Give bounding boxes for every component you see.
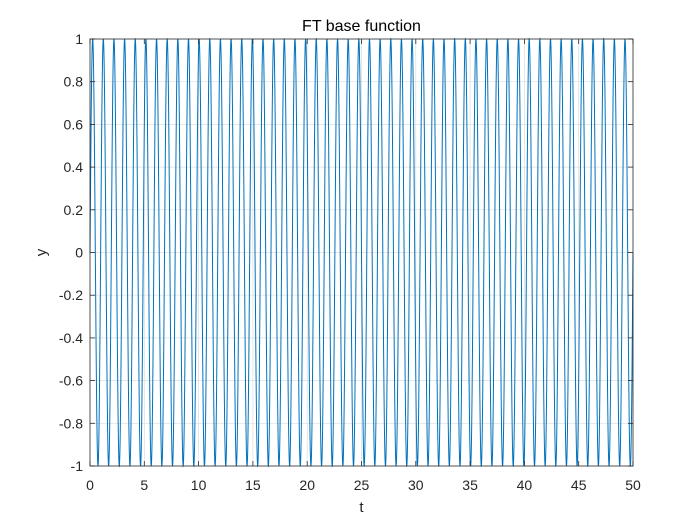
x-axis-label: t — [359, 499, 364, 516]
y-tick-label: -0.4 — [59, 330, 83, 346]
y-tick-label: -1 — [71, 458, 84, 474]
x-tick-label: 35 — [462, 477, 478, 493]
x-tick-label: 0 — [86, 477, 94, 493]
chart-title: FT base function — [302, 18, 421, 35]
y-tick-labels: -1 -0.8 -0.6 -0.4 -0.2 0 0.2 0.4 0.6 0.8 1 — [59, 31, 83, 474]
x-tick-label: 15 — [245, 477, 261, 493]
y-axis-label: y — [33, 248, 50, 256]
y-tick-label: 0.2 — [64, 202, 84, 218]
series-line — [89, 37, 634, 468]
ticks — [89, 38, 634, 467]
y-tick-label: 0.8 — [64, 74, 84, 90]
x-tick-label: 45 — [571, 477, 587, 493]
y-tick-label: -0.8 — [59, 415, 83, 431]
x-tick-label: 5 — [140, 477, 148, 493]
x-tick-label: 50 — [625, 477, 641, 493]
x-tick-label: 10 — [191, 477, 207, 493]
x-tick-label: 20 — [299, 477, 315, 493]
y-tick-label: 0.4 — [64, 159, 84, 175]
y-tick-label: 0.6 — [64, 116, 84, 132]
series-group — [89, 37, 634, 468]
x-tick-label: 30 — [408, 477, 424, 493]
y-tick-label: -0.2 — [59, 287, 83, 303]
x-tick-labels: 0 5 10 15 20 25 30 35 40 45 50 — [86, 477, 641, 493]
x-tick-label: 40 — [517, 477, 533, 493]
y-tick-label: -0.6 — [59, 373, 83, 389]
y-tick-label: 0 — [75, 245, 83, 261]
x-tick-label: 25 — [354, 477, 370, 493]
y-tick-label: 1 — [75, 31, 83, 47]
